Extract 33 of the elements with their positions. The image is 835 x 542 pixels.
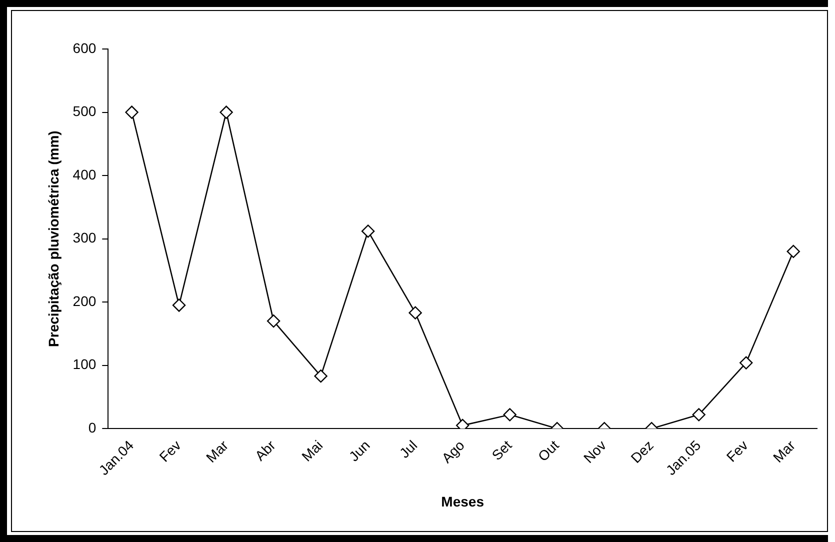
y-tick-label: 300	[72, 230, 96, 246]
point	[266, 314, 280, 328]
x-tick-label: Fev	[156, 437, 184, 465]
point	[314, 369, 328, 383]
point	[220, 106, 233, 119]
y-tick-label: 100	[72, 356, 96, 372]
point	[786, 244, 800, 258]
x-axis-title: Meses	[441, 493, 484, 510]
x-tick-label: Mai	[298, 437, 326, 464]
y-tick-label: 200	[72, 292, 96, 309]
point	[408, 306, 422, 320]
x-tick-label: Set	[488, 437, 515, 464]
x-tick-label: Out	[534, 437, 562, 464]
x-tick-label: Ago	[438, 436, 468, 466]
x-tick-label: Abr	[252, 436, 279, 464]
y-axis-title: Precipitação pluviométrica (mm)	[45, 130, 62, 347]
point	[503, 408, 516, 422]
y-tick-label: 400	[72, 166, 96, 182]
point	[740, 356, 753, 370]
x-tick-label: Mar	[202, 436, 232, 466]
point	[125, 106, 138, 119]
x-tick-label: Jun	[346, 437, 373, 464]
x-tick-label: Nov	[580, 437, 610, 466]
x-tick-label: Fev	[723, 437, 751, 465]
y-tick-label: 600	[72, 40, 96, 56]
point	[172, 298, 186, 312]
x-tick-label: Dez	[628, 437, 656, 466]
y-tick-label: 500	[72, 103, 96, 120]
point	[361, 224, 375, 238]
x-tick-label: Jul	[396, 437, 420, 462]
y-tick-label: 0	[88, 419, 96, 436]
x-tick-label: Mar	[770, 436, 798, 466]
point	[692, 408, 706, 422]
